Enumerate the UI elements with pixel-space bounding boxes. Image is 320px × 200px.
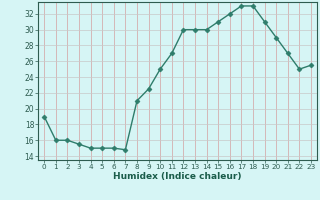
X-axis label: Humidex (Indice chaleur): Humidex (Indice chaleur) — [113, 172, 242, 181]
